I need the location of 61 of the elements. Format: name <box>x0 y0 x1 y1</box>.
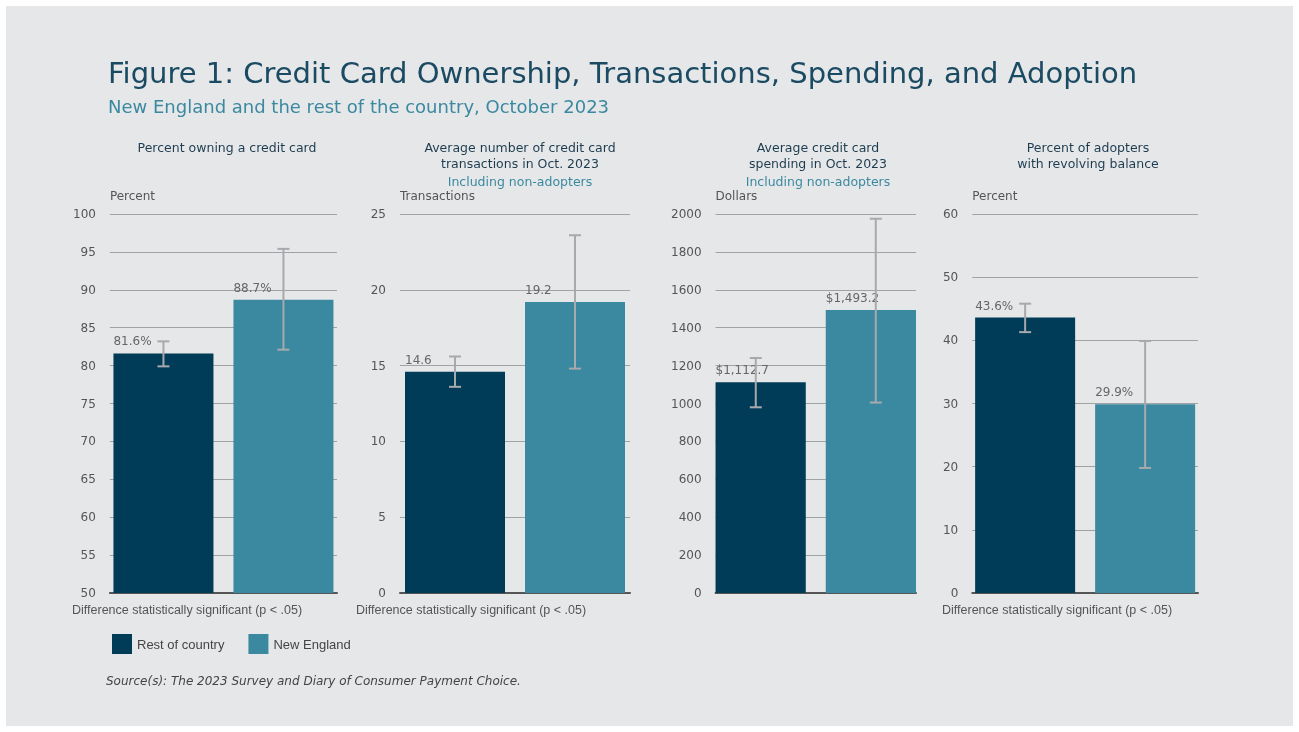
y-tick-label: 50 <box>942 270 959 285</box>
data-label: 88.7% <box>233 280 272 295</box>
y-tick-label: 90 <box>80 282 96 297</box>
data-label: $1,112.7 <box>715 363 769 378</box>
y-tick-label: 65 <box>80 472 96 487</box>
y-tick-label: 1400 <box>670 320 702 335</box>
chart-subtitle: Including non-adopters <box>447 173 593 189</box>
y-tick-label: 60 <box>80 510 96 525</box>
y-tick-label: 20 <box>942 459 959 474</box>
y-tick-label: 70 <box>80 434 96 449</box>
source-note: Source(s): The 2023 Survey and Diary of Consumer Payment Choice. <box>106 674 521 688</box>
y-tick-label: 200 <box>678 548 702 563</box>
text: Difference statistically significant (p < .05) <box>356 602 587 617</box>
y-tick-label: 1200 <box>670 358 702 373</box>
y-tick-label: 85 <box>80 320 96 335</box>
y-tick-label: 100 <box>73 207 96 221</box>
y-axis-title: Percent <box>972 189 1018 203</box>
y-tick-label: 40 <box>942 333 959 348</box>
y-tick-label: 50 <box>80 586 96 600</box>
legend-label: New England <box>273 636 351 652</box>
y-tick-label: 800 <box>678 434 702 449</box>
y-tick-label: 5 <box>378 510 386 525</box>
y-tick-label: 1600 <box>670 282 702 297</box>
y-tick-label: 75 <box>80 396 96 411</box>
y-tick-label: 10 <box>370 434 386 449</box>
y-axis-title: Percent <box>109 189 156 203</box>
chart-title: Average credit card spending in Oct. 2023 <box>748 139 888 171</box>
y-tick-label: 0 <box>693 586 702 600</box>
text: Difference statistically significant (p < .05) <box>72 602 303 617</box>
y-tick-label: 15 <box>370 358 386 373</box>
y-tick-label: 30 <box>942 396 959 411</box>
caption: Figure 1: Credit Card Ownership, Transactions, Spending, and Adoption <box>108 56 1138 90</box>
legend-label: Rest of country <box>137 636 225 652</box>
y-tick-label: 1000 <box>670 396 702 411</box>
data-label: 81.6% <box>113 334 152 349</box>
y-axis-title: Dollars <box>715 189 758 203</box>
y-tick-label: 0 <box>950 586 959 600</box>
data-label: 29.9% <box>1095 385 1134 400</box>
chart-title: Percent owning a credit card <box>137 139 317 155</box>
y-tick-label: 55 <box>80 548 96 563</box>
chart-subtitle: Including non-adopters <box>745 173 891 189</box>
y-tick-label: 1800 <box>670 244 702 259</box>
chart-title: Average number of credit card transactions in Oct. 2023 <box>424 139 616 171</box>
y-tick-label: 25 <box>370 207 386 221</box>
y-tick-label: 95 <box>80 244 96 259</box>
chart-title: Percent of adopters with revolving balance <box>1017 139 1160 171</box>
y-tick-label: 80 <box>80 358 96 373</box>
y-axis-title: Transactions <box>399 189 475 203</box>
text: Difference statistically significant (p < .05) <box>942 602 1173 617</box>
y-tick-label: 0 <box>378 586 386 600</box>
y-tick-label: 2000 <box>670 207 702 221</box>
text: New England and the rest of the country, October 2023 <box>108 96 610 117</box>
y-tick-label: 20 <box>370 282 386 297</box>
data-label: 19.2 <box>525 282 552 297</box>
data-label: 43.6% <box>975 298 1014 313</box>
data-label: 14.6 <box>405 352 432 367</box>
y-tick-label: 600 <box>678 472 702 487</box>
y-tick-label: 60 <box>942 207 959 221</box>
y-tick-label: 400 <box>678 510 702 525</box>
y-tick-label: 10 <box>942 522 959 537</box>
data-label: $1,493.2 <box>825 291 880 306</box>
